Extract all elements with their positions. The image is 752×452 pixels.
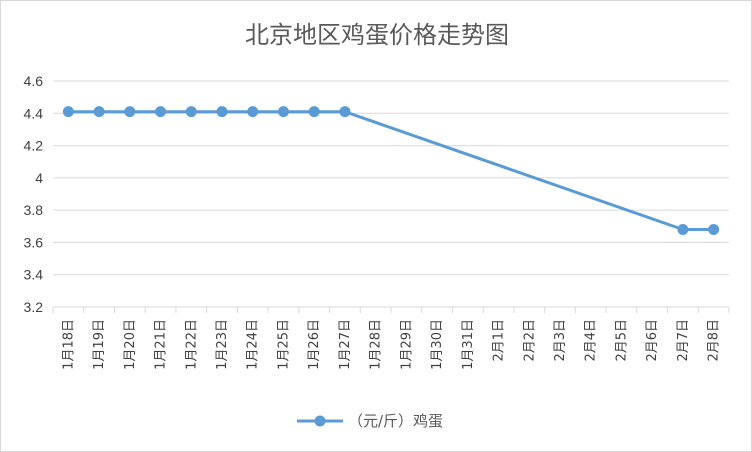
y-tick-label: 4 bbox=[35, 170, 43, 186]
chart-title: 北京地区鸡蛋价格走势图 bbox=[245, 21, 509, 49]
x-tick-label: 1月26日 bbox=[307, 319, 322, 370]
x-tick-label: 2月4日 bbox=[584, 319, 599, 362]
x-axis-ticks: 1月18日 1月19日 1月20日 1月21日 1月22日 1月23日 1月24日 1月25日… bbox=[52, 307, 730, 370]
x-tick-label: 2月8日 bbox=[707, 319, 722, 362]
x-tick-label: 1月29日 bbox=[399, 319, 414, 370]
x-tick-label: 1月28日 bbox=[369, 319, 384, 370]
data-point bbox=[93, 106, 105, 118]
data-point bbox=[155, 106, 167, 118]
data-point bbox=[339, 106, 351, 118]
x-tick-label: 1月22日 bbox=[184, 319, 199, 370]
y-tick-label: 4.2 bbox=[24, 138, 44, 154]
data-point bbox=[308, 106, 320, 118]
data-point bbox=[185, 106, 197, 118]
data-point bbox=[247, 106, 259, 118]
data-point bbox=[277, 106, 289, 118]
x-tick-label: 2月2日 bbox=[522, 319, 537, 362]
x-tick-label: 1月20日 bbox=[123, 319, 138, 370]
gridlines bbox=[53, 80, 729, 308]
data-point bbox=[708, 224, 720, 236]
x-tick-label: 1月23日 bbox=[215, 319, 230, 370]
x-tick-label: 1月19日 bbox=[92, 319, 107, 370]
y-tick-label: 3.8 bbox=[24, 202, 44, 218]
x-tick-label: 1月24日 bbox=[246, 319, 261, 370]
x-tick-label: 1月27日 bbox=[338, 319, 353, 370]
series-layer bbox=[62, 106, 720, 236]
y-tick-label: 3.6 bbox=[24, 234, 44, 250]
x-tick-label: 2月7日 bbox=[676, 319, 691, 362]
x-tick-label: 1月30日 bbox=[430, 319, 445, 370]
x-tick-label: 2月5日 bbox=[614, 319, 629, 362]
y-axis-ticks: 3.2 3.4 3.6 3.8 4 4.2 4.4 4.6 bbox=[24, 73, 44, 315]
data-point bbox=[677, 224, 689, 236]
x-tick-label: 2月1日 bbox=[492, 319, 507, 362]
x-tick-label: 1月31日 bbox=[461, 319, 476, 370]
x-tick-label: 2月6日 bbox=[645, 319, 660, 362]
data-point bbox=[62, 106, 74, 118]
data-point bbox=[216, 106, 228, 118]
x-tick-label: 2月3日 bbox=[553, 319, 568, 362]
x-tick-label: 1月25日 bbox=[276, 319, 291, 370]
y-tick-label: 3.4 bbox=[24, 267, 44, 283]
y-tick-label: 3.2 bbox=[24, 299, 44, 315]
y-tick-label: 4.6 bbox=[24, 73, 44, 89]
legend: （元/斤）鸡蛋 bbox=[297, 412, 443, 430]
series-line bbox=[68, 110, 714, 231]
legend-point-marker bbox=[314, 415, 326, 427]
x-tick-label: 1月21日 bbox=[154, 319, 169, 370]
x-tick-label: 1月18日 bbox=[61, 319, 76, 370]
legend-label: （元/斤）鸡蛋 bbox=[348, 412, 443, 430]
data-point bbox=[124, 106, 136, 118]
y-tick-label: 4.4 bbox=[24, 105, 44, 121]
